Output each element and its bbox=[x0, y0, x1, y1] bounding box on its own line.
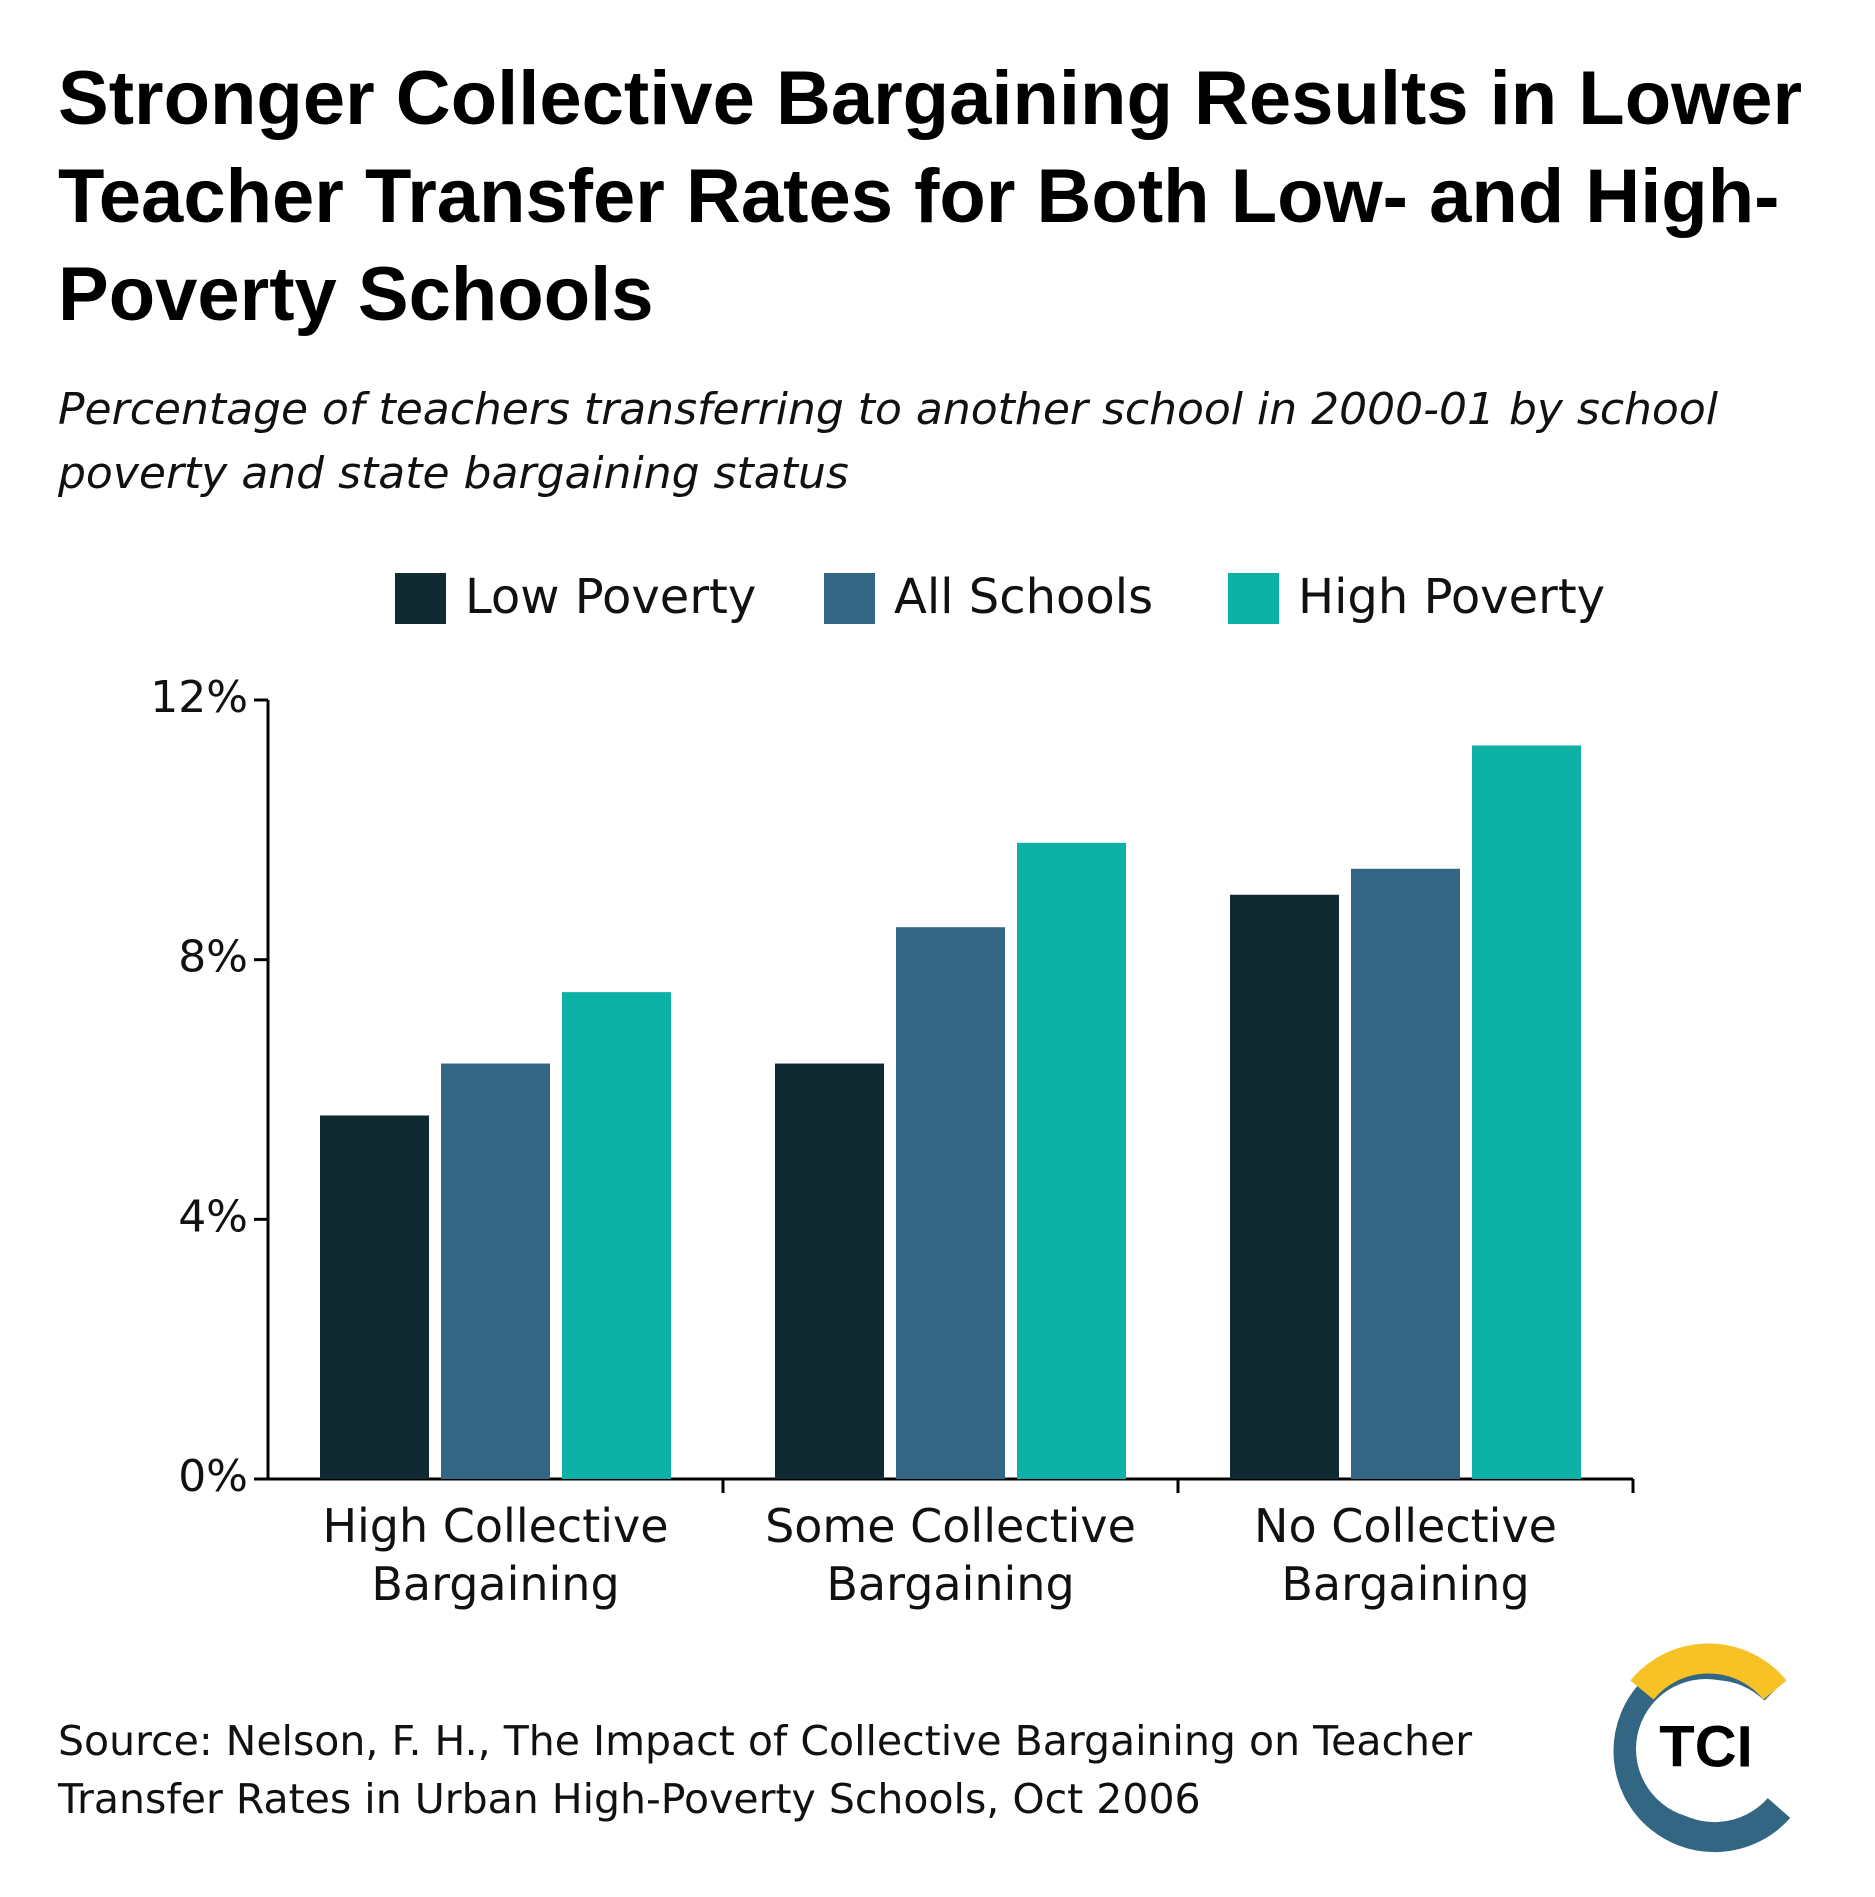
bar bbox=[896, 927, 1005, 1479]
source-note: Source: Nelson, F. H., The Impact of Col… bbox=[58, 1717, 1473, 1823]
chart-subtitle: Percentage of teachers transferring to a… bbox=[58, 384, 1718, 499]
y-tick-label: 8% bbox=[178, 932, 248, 983]
bar bbox=[775, 1063, 884, 1479]
legend-label: High Poverty bbox=[1298, 569, 1605, 625]
legend-swatch bbox=[395, 573, 446, 624]
y-tick-label: 0% bbox=[178, 1451, 248, 1502]
legend-label: Low Poverty bbox=[465, 569, 756, 625]
logo-ring-top bbox=[1630, 1643, 1787, 1700]
bar bbox=[441, 1063, 550, 1479]
legend-swatch bbox=[824, 573, 875, 624]
bar bbox=[1230, 894, 1339, 1479]
x-tick-label: Some Collective Bargaining bbox=[765, 1499, 1136, 1611]
y-tick-label: 4% bbox=[178, 1191, 248, 1242]
chart-title: Stronger Collective Bargaining Results i… bbox=[58, 56, 1803, 337]
y-tick-label: 12% bbox=[150, 672, 248, 723]
legend-label: All Schools bbox=[894, 569, 1153, 625]
bar bbox=[1351, 868, 1460, 1479]
x-tick-label: High Collective Bargaining bbox=[322, 1499, 669, 1611]
bar bbox=[1017, 842, 1126, 1479]
bar bbox=[1472, 745, 1581, 1479]
x-tick-label: No Collective Bargaining bbox=[1254, 1499, 1557, 1611]
logo-text: TCI bbox=[1659, 1714, 1752, 1779]
logo-center bbox=[1636, 1679, 1776, 1819]
bar bbox=[562, 992, 671, 1479]
legend-swatch bbox=[1228, 573, 1279, 624]
bar bbox=[320, 1115, 429, 1479]
